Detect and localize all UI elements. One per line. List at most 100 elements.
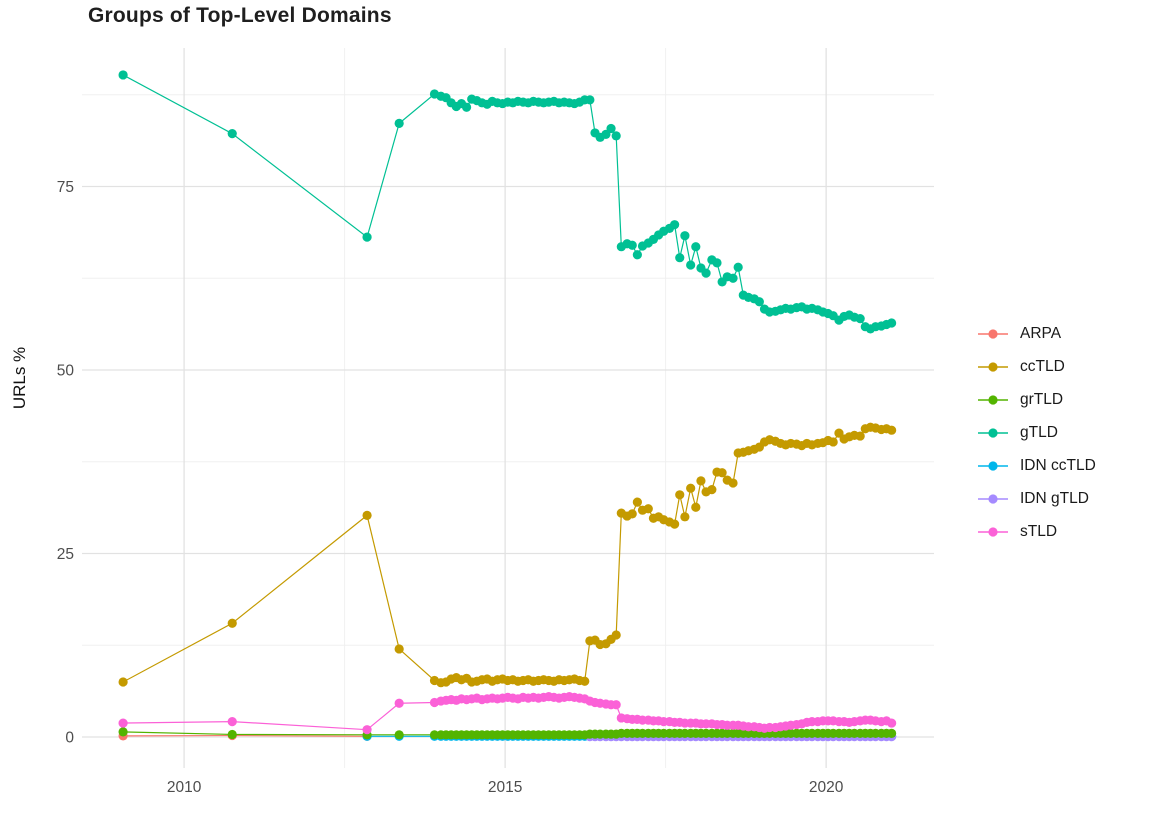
x-tick-label: 2010: [167, 779, 202, 796]
legend-key-dot: [988, 427, 998, 438]
data-point: [707, 485, 717, 495]
data-point: [118, 70, 128, 80]
legend-item-IDN-ccTLD: IDN ccTLD: [978, 449, 1096, 482]
legend-label: IDN ccTLD: [1020, 456, 1096, 474]
legend-item-IDN-gTLD: IDN gTLD: [978, 482, 1096, 515]
data-point: [227, 618, 237, 628]
legend: ARPA ccTLD grTLD gTLD IDN ccTLD IDN gTLD sTLD: [978, 317, 1096, 548]
y-tick-label: 50: [57, 363, 75, 380]
data-point: [394, 644, 404, 654]
legend-item-ARPA: ARPA: [978, 317, 1096, 350]
legend-key-icon: [978, 460, 1008, 471]
legend-key-dot: [988, 361, 998, 372]
legend-label: ccTLD: [1020, 357, 1065, 375]
data-point: [696, 476, 706, 486]
data-point: [461, 102, 472, 112]
y-tick-label: 0: [65, 730, 74, 747]
legend-label: grTLD: [1020, 390, 1064, 408]
legend-key-icon: [978, 361, 1008, 372]
data-point: [712, 258, 722, 268]
data-point: [627, 509, 637, 519]
data-point: [670, 220, 680, 230]
data-point: [754, 297, 764, 307]
data-point: [611, 630, 621, 640]
data-point: [362, 232, 372, 242]
data-point: [701, 268, 711, 278]
data-point: [680, 231, 690, 241]
data-point: [118, 677, 128, 687]
legend-key-icon: [978, 526, 1008, 537]
data-point: [227, 729, 237, 740]
data-point: [717, 468, 727, 478]
data-point: [728, 478, 738, 488]
data-point: [429, 730, 440, 740]
data-point: [394, 698, 404, 708]
y-tick-label: 75: [57, 179, 74, 196]
data-point: [627, 240, 637, 250]
data-point: [675, 490, 685, 500]
data-point: [855, 314, 865, 324]
data-point: [580, 676, 590, 686]
data-point: [670, 519, 680, 529]
data-point: [227, 129, 237, 139]
data-point: [675, 253, 685, 263]
data-point: [118, 727, 128, 737]
x-tick-label: 2015: [488, 779, 522, 796]
series-sTLD: [118, 692, 897, 735]
series-grTLD: [118, 727, 897, 740]
data-point: [686, 483, 696, 493]
data-point: [394, 730, 404, 740]
data-point: [887, 318, 897, 328]
y-tick-label: 25: [57, 546, 74, 563]
data-point: [887, 425, 897, 435]
data-point: [733, 262, 743, 272]
legend-key-icon: [978, 493, 1008, 504]
data-point: [118, 718, 128, 728]
legend-item-gTLD: gTLD: [978, 416, 1096, 449]
data-point: [691, 242, 701, 252]
series-gTLD: [118, 70, 897, 334]
legend-key-dot: [988, 460, 998, 471]
data-point: [686, 260, 696, 270]
chart-title: Groups of Top-Level Domains: [88, 4, 392, 27]
legend-label: gTLD: [1020, 423, 1058, 441]
data-point: [855, 431, 865, 441]
legend-label: ARPA: [1020, 324, 1062, 342]
legend-label: IDN gTLD: [1020, 489, 1089, 507]
legend-key-dot: [988, 328, 998, 339]
legend-item-sTLD: sTLD: [978, 515, 1096, 548]
legend-key-icon: [978, 427, 1008, 438]
series-line: [122, 74, 892, 330]
legend-key-icon: [978, 394, 1008, 405]
series-line: [122, 426, 892, 684]
legend-item-grTLD: grTLD: [978, 383, 1096, 416]
legend-key-dot: [988, 394, 998, 405]
legend-key-dot: [988, 493, 998, 504]
data-point: [680, 512, 690, 522]
data-point: [606, 123, 616, 134]
data-point: [585, 95, 595, 105]
series-line: [123, 734, 368, 737]
x-tick-label: 2020: [809, 779, 844, 796]
series-ccTLD: [118, 422, 897, 688]
data-point: [394, 118, 404, 128]
data-point: [632, 250, 642, 260]
data-point: [643, 504, 653, 514]
data-point: [611, 131, 621, 141]
data-point: [828, 437, 838, 447]
data-point: [728, 273, 738, 283]
legend-key-icon: [978, 328, 1008, 339]
data-point: [632, 497, 642, 507]
legend-key-dot: [988, 526, 998, 537]
data-point: [887, 718, 897, 728]
data-point: [362, 510, 372, 520]
data-point: [611, 700, 621, 710]
legend-label: sTLD: [1020, 522, 1058, 540]
data-point: [227, 717, 237, 727]
y-axis-title: URLs %: [10, 347, 29, 409]
legend-item-ccTLD: ccTLD: [978, 350, 1096, 383]
data-point: [887, 728, 897, 738]
data-point: [362, 725, 372, 735]
